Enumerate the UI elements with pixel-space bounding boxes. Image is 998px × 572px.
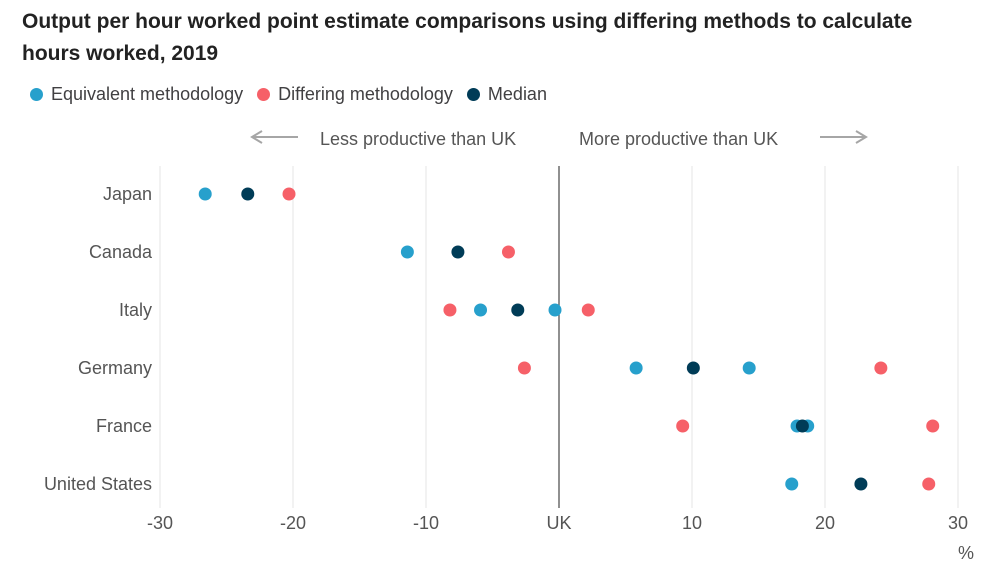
point-equivalent-methodology-italy-2: [474, 303, 488, 317]
legend-dot-equivalent: [30, 88, 43, 101]
point-median-italy-2: [511, 303, 525, 317]
point-differing-methodology-italy-3: [581, 303, 595, 317]
grid-lines: [159, 166, 959, 508]
annotation-less-productive: Less productive than UK: [320, 129, 516, 149]
legend-label-differing: Differing methodology: [278, 84, 453, 104]
point-differing-methodology-france-6: [676, 419, 690, 433]
category-label-japan: Japan: [103, 184, 152, 204]
x-tick-label--30: -30: [147, 513, 173, 533]
point-equivalent-methodology-germany-4: [629, 361, 643, 375]
point-median-japan-0: [241, 187, 255, 201]
category-labels: Japan Canada Italy Germany France United Stat…: [44, 184, 153, 494]
legend-item-differing: Differing methodology: [257, 84, 453, 105]
x-tick-label--20: -20: [280, 513, 306, 533]
right-arrow-head: [855, 130, 868, 144]
legend-dot-median: [466, 88, 480, 101]
point-differing-methodology-france-7: [926, 419, 940, 433]
data-points: [198, 187, 940, 491]
point-equivalent-methodology-canada-1: [400, 245, 414, 259]
category-label-france: France: [96, 416, 152, 436]
category-label-canada: Canada: [89, 242, 153, 262]
annotation-more-productive: More productive than UK: [579, 129, 778, 149]
x-tick-label-UK: UK: [546, 513, 571, 533]
point-differing-methodology-canada-1: [501, 245, 515, 259]
category-label-italy: Italy: [119, 300, 152, 320]
category-label-germany: Germany: [78, 358, 152, 378]
legend-item-median: Median: [466, 84, 547, 105]
x-tick-label--10: -10: [413, 513, 439, 533]
legend-label-equivalent: Equivalent methodology: [51, 84, 244, 104]
x-axis-unit: %: [958, 543, 974, 563]
x-tick-label-30: 30: [948, 513, 968, 533]
point-median-germany-3: [686, 361, 700, 375]
legend-label-median: Median: [487, 84, 547, 104]
point-equivalent-methodology-italy-3: [548, 303, 562, 317]
point-differing-methodology-germany-4: [517, 361, 531, 375]
point-median-france-4: [795, 419, 809, 433]
legend-item-equivalent: Equivalent methodology: [30, 84, 243, 105]
left-arrow-head: [250, 130, 263, 144]
point-differing-methodology-united-states-8: [922, 477, 936, 491]
point-equivalent-methodology-japan-0: [198, 187, 212, 201]
point-equivalent-methodology-united-states-8: [785, 477, 799, 491]
x-tick-labels: -30 -20 -10 UK 10 20 30: [147, 513, 968, 533]
category-label-united-states: United States: [44, 474, 152, 494]
legend-dot-differing: [257, 88, 271, 101]
legend: Equivalent methodology Differing methodo…: [30, 84, 561, 105]
x-tick-label-10: 10: [682, 513, 702, 533]
annotations: Less productive than UK More productive …: [250, 129, 868, 149]
point-differing-methodology-germany-5: [874, 361, 888, 375]
point-median-united-states-5: [854, 477, 868, 491]
chart-title: Output per hour worked point estimate co…: [22, 10, 913, 65]
point-differing-methodology-italy-2: [443, 303, 457, 317]
point-differing-methodology-japan-0: [282, 187, 296, 201]
point-equivalent-methodology-germany-5: [742, 361, 756, 375]
x-tick-label-20: 20: [815, 513, 835, 533]
point-median-canada-1: [451, 245, 465, 259]
